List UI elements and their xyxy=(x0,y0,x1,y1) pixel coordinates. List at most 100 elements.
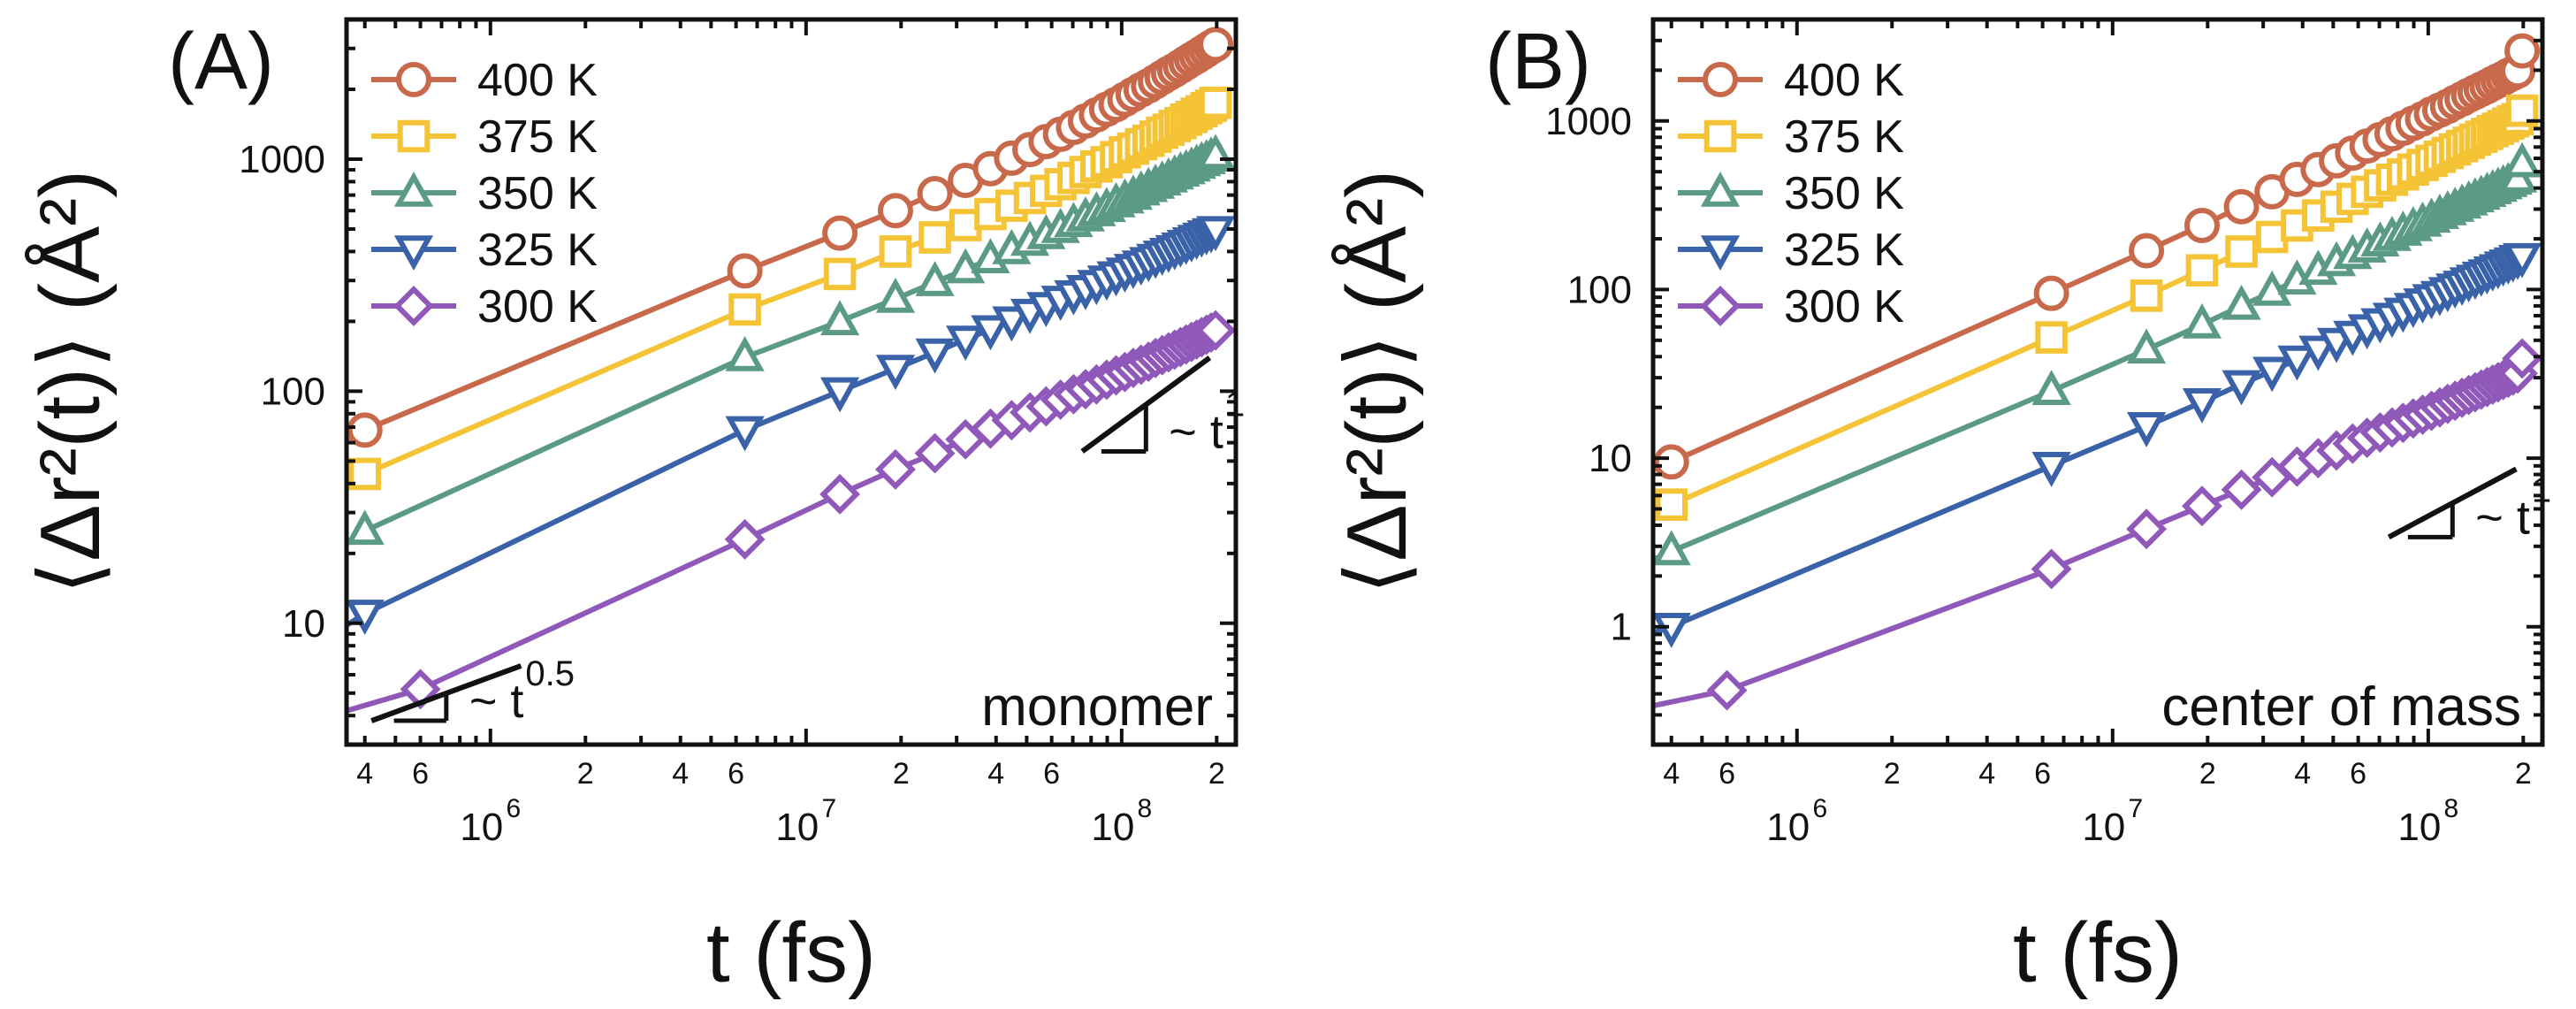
slope-label: ~ t xyxy=(2475,491,2530,544)
data-point xyxy=(819,300,860,336)
x-minor-tick-label: 6 xyxy=(2350,757,2366,791)
data-point xyxy=(2225,235,2258,268)
x-tick-exponent: 7 xyxy=(821,794,836,823)
data-point xyxy=(2502,141,2542,178)
x-tick-exponent: 6 xyxy=(1812,794,1827,823)
slope-label: ~ t xyxy=(469,675,524,728)
data-point xyxy=(879,235,912,268)
x-major-tick-label: 10 xyxy=(1766,806,1810,849)
x-minor-tick-label: 6 xyxy=(1719,757,1735,791)
series-300k xyxy=(1652,338,2543,711)
series-400k xyxy=(345,27,1234,448)
y-tick-label: 10 xyxy=(282,602,325,646)
x-minor-tick-label: 4 xyxy=(1978,757,1995,791)
panel-label: (B) xyxy=(1485,18,1591,106)
data-point xyxy=(2221,469,2262,510)
y-axis: 1 10 100 1000 xyxy=(1545,18,2542,746)
series-350k xyxy=(1651,141,2542,566)
data-point xyxy=(914,432,956,474)
data-point xyxy=(1198,27,1234,63)
x-minor-tick-label: 2 xyxy=(2515,757,2532,791)
slope-power: 0.5 xyxy=(525,654,575,693)
data-point xyxy=(2129,233,2165,269)
y-axis-title: ⟨Δr²(t)⟩ (Å²) xyxy=(23,170,118,594)
data-point xyxy=(2502,338,2543,379)
data-point xyxy=(946,325,986,361)
data-point xyxy=(2182,485,2222,527)
data-point xyxy=(2182,302,2222,339)
slope-annotation: ~ t1 xyxy=(1080,355,1245,459)
slope-power: 1 xyxy=(1225,386,1245,424)
data-point xyxy=(725,416,765,452)
x-axis-title: t (fs) xyxy=(706,906,876,1000)
data-point xyxy=(2277,345,2317,381)
x-axis: 4 6 2 4 6 2 4 6 210 6 10 7 10 8 xyxy=(356,19,1225,849)
x-major-tick-label: 10 xyxy=(775,806,819,849)
slope-label: ~ t xyxy=(1169,406,1223,459)
series-350k xyxy=(345,134,1236,547)
x-axis: 4 6 2 4 6 2 4 6 210 6 10 7 10 8 xyxy=(1663,19,2532,849)
slope-annotation: ~ t0.5 xyxy=(370,654,575,728)
data-point xyxy=(2222,370,2261,406)
slope-annotation: ~ t1 xyxy=(2387,466,2551,544)
data-point xyxy=(915,261,955,296)
y-tick-label: 1000 xyxy=(1545,100,1632,143)
data-point xyxy=(2182,387,2222,424)
legend-marker xyxy=(393,171,434,207)
data-point xyxy=(2031,452,2071,487)
x-minor-tick-label: 6 xyxy=(1043,757,1060,791)
legend-item: 300 K xyxy=(1678,281,1904,333)
legend-marker xyxy=(393,235,434,271)
data-point xyxy=(2252,356,2292,393)
series-375k xyxy=(1651,94,2539,521)
y-tick-label: 100 xyxy=(261,370,325,413)
data-point xyxy=(1706,669,1748,711)
data-point xyxy=(2035,321,2068,354)
legend-item: 350 K xyxy=(371,168,598,219)
y-tick-label: 1 xyxy=(1611,606,1632,649)
data-point xyxy=(823,257,857,291)
x-minor-tick-label: 6 xyxy=(728,757,744,791)
data-point xyxy=(400,669,441,710)
data-point xyxy=(2504,33,2541,69)
legend-marker xyxy=(1700,286,1741,326)
data-point xyxy=(822,215,858,251)
data-point xyxy=(917,176,953,212)
x-major-tick-label: 10 xyxy=(2397,806,2441,849)
panel-annotation: monomer xyxy=(981,676,1213,738)
series-375k xyxy=(345,86,1232,491)
data-point xyxy=(946,248,986,284)
legend-label: 325 K xyxy=(477,225,598,276)
legend-label: 400 K xyxy=(477,55,598,106)
x-minor-tick-label: 2 xyxy=(577,757,594,791)
x-major-tick-label: 10 xyxy=(460,806,503,849)
legend-label: 375 K xyxy=(1784,111,1904,163)
legend-label: 350 K xyxy=(477,168,598,219)
data-point xyxy=(725,336,765,371)
data-point xyxy=(915,338,955,374)
legend-label: 300 K xyxy=(1784,281,1904,333)
series-400k xyxy=(1651,33,2541,480)
legend-label: 300 K xyxy=(477,281,598,333)
x-minor-tick-label: 2 xyxy=(1884,757,1901,791)
data-point xyxy=(875,355,916,390)
x-minor-tick-label: 4 xyxy=(2294,757,2311,791)
data-point xyxy=(819,377,860,413)
legend-marker xyxy=(1703,62,1738,97)
data-point xyxy=(2184,207,2220,243)
x-minor-tick-label: 4 xyxy=(1663,757,1680,791)
data-point xyxy=(1653,444,1689,480)
data-point xyxy=(2126,412,2167,447)
data-point xyxy=(1195,216,1236,252)
legend-label: 375 K xyxy=(477,111,598,163)
data-point xyxy=(1651,530,1691,566)
series-300k xyxy=(346,310,1237,714)
x-axis-title: t (fs) xyxy=(2013,906,2183,1000)
legend-marker xyxy=(397,119,431,153)
x-minor-tick-label: 2 xyxy=(1208,757,1225,791)
